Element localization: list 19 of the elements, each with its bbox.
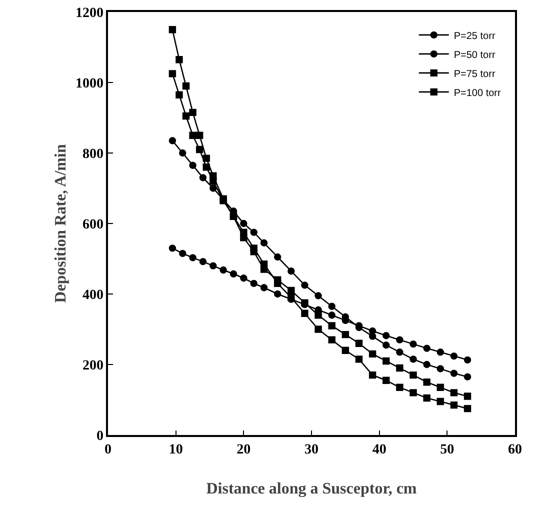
legend-label: P=75 torr xyxy=(454,68,496,80)
y-tick-label: 600 xyxy=(82,217,104,232)
x-tick-label: 40 xyxy=(372,442,386,458)
x-axis-title: Distance along a Susceptor, cm xyxy=(206,480,418,498)
x-tick-label: 50 xyxy=(440,442,454,458)
legend-label: P=50 torr xyxy=(454,50,496,61)
x-tick-label: 20 xyxy=(236,442,251,458)
legend-label: P=100 torr xyxy=(454,88,502,99)
x-tick-label: 60 xyxy=(508,442,522,458)
x-tick-label: 10 xyxy=(168,442,183,458)
y-tick-label: 200 xyxy=(82,358,104,374)
y-tick-label: 1200 xyxy=(75,6,104,21)
x-tick-label: 30 xyxy=(304,442,318,458)
y-tick-label: 1000 xyxy=(75,76,104,92)
legend-label: P=25 torr xyxy=(454,30,496,42)
y-tick-label: 800 xyxy=(82,146,104,162)
y-tick-label: 0 xyxy=(96,428,104,444)
y-axis-title: Deposition Rate, A/min xyxy=(52,144,70,303)
y-tick-label: 400 xyxy=(82,288,104,303)
